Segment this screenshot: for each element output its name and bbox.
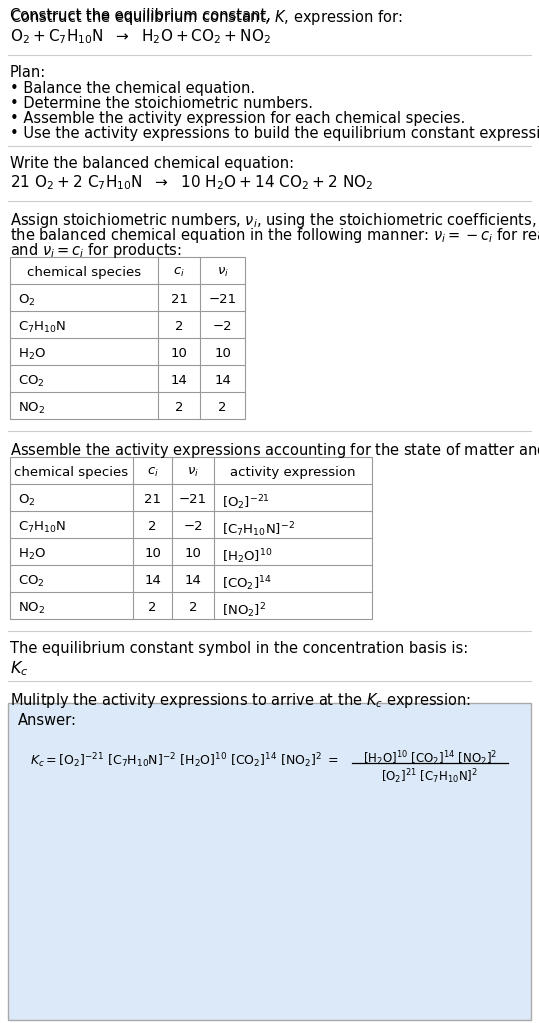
Text: $\mathrm{O_2}$: $\mathrm{O_2}$	[18, 293, 36, 308]
Text: −2: −2	[213, 320, 232, 333]
Bar	[10, 457, 372, 619]
Text: • Determine the stoichiometric numbers.: • Determine the stoichiometric numbers.	[10, 96, 313, 112]
Text: • Assemble the activity expression for each chemical species.: • Assemble the activity expression for e…	[10, 112, 465, 126]
Text: 2: 2	[148, 520, 157, 533]
Bar	[10, 257, 245, 419]
Text: $\mathrm{CO_2}$: $\mathrm{CO_2}$	[18, 374, 45, 389]
Text: $\mathrm{O_2}$: $\mathrm{O_2}$	[18, 493, 36, 508]
Text: Mulitply the activity expressions to arrive at the $K_c$ expression:: Mulitply the activity expressions to arr…	[10, 691, 471, 710]
Text: $[\mathrm{H_2O}]^{10}\ [\mathrm{CO_2}]^{14}\ [\mathrm{NO_2}]^{2}$: $[\mathrm{H_2O}]^{10}\ [\mathrm{CO_2}]^{…	[363, 749, 497, 767]
Text: 2: 2	[175, 320, 183, 333]
Text: $[\mathrm{NO_2}]^{2}$: $[\mathrm{NO_2}]^{2}$	[222, 601, 266, 620]
Text: $\mathregular{21\ O_2 + 2\ C_7H_{10}N}$  $\rightarrow$  $\mathregular{10\ H_2O +: $\mathregular{21\ O_2 + 2\ C_7H_{10}N}$ …	[10, 173, 374, 191]
Text: Construct the equilibrium constant, $K$, expression for:: Construct the equilibrium constant, $K$,…	[10, 8, 403, 27]
Text: $K_c = [\mathrm{O_2}]^{-21}\ [\mathrm{C_7H_{10}N}]^{-2}\ [\mathrm{H_2O}]^{10}\ [: $K_c = [\mathrm{O_2}]^{-21}\ [\mathrm{C_…	[30, 751, 339, 769]
Text: chemical species: chemical species	[15, 466, 129, 479]
Text: 10: 10	[170, 347, 188, 360]
Text: $c_i$: $c_i$	[173, 266, 185, 279]
Text: 10: 10	[144, 547, 161, 560]
Text: activity expression: activity expression	[230, 466, 356, 479]
Text: $[\mathrm{O_2}]^{-21}$: $[\mathrm{O_2}]^{-21}$	[222, 493, 270, 512]
Text: 2: 2	[148, 601, 157, 614]
Text: $\mathrm{C_7H_{10}N}$: $\mathrm{C_7H_{10}N}$	[18, 320, 66, 336]
FancyBboxPatch shape	[8, 703, 531, 1020]
Text: $\mathrm{H_2O}$: $\mathrm{H_2O}$	[18, 347, 46, 362]
Text: Assign stoichiometric numbers, $\nu_i$, using the stoichiometric coefficients, $: Assign stoichiometric numbers, $\nu_i$, …	[10, 211, 539, 230]
Text: $[\mathrm{H_2O}]^{10}$: $[\mathrm{H_2O}]^{10}$	[222, 547, 272, 566]
Text: The equilibrium constant symbol in the concentration basis is:: The equilibrium constant symbol in the c…	[10, 641, 468, 656]
Text: Assemble the activity expressions accounting for the state of matter and $\nu_i$: Assemble the activity expressions accoun…	[10, 441, 539, 460]
Text: Construct the equilibrium constant,: Construct the equilibrium constant,	[10, 8, 275, 23]
Text: 2: 2	[218, 401, 227, 414]
Text: $[\mathrm{O_2}]^{21}\ [\mathrm{C_7H_{10}N}]^{2}$: $[\mathrm{O_2}]^{21}\ [\mathrm{C_7H_{10}…	[382, 767, 479, 786]
Text: $\nu_i$: $\nu_i$	[187, 466, 199, 479]
Text: the balanced chemical equation in the following manner: $\nu_i = -c_i$ for react: the balanced chemical equation in the fo…	[10, 226, 539, 244]
Text: chemical species: chemical species	[27, 266, 141, 279]
Text: $\mathregular{O_2 + C_7H_{10}N}$  $\rightarrow$  $\mathregular{H_2O + CO_2 + NO_: $\mathregular{O_2 + C_7H_{10}N}$ $\right…	[10, 27, 271, 46]
Text: $\mathrm{H_2O}$: $\mathrm{H_2O}$	[18, 547, 46, 562]
Text: and $\nu_i = c_i$ for products:: and $\nu_i = c_i$ for products:	[10, 241, 182, 260]
Text: 14: 14	[214, 374, 231, 387]
Text: $\mathrm{C_7H_{10}N}$: $\mathrm{C_7H_{10}N}$	[18, 520, 66, 535]
Text: 21: 21	[144, 493, 161, 506]
Text: −21: −21	[179, 493, 207, 506]
Text: Plan:: Plan:	[10, 65, 46, 80]
Text: 21: 21	[170, 293, 188, 306]
Text: $\mathrm{NO_2}$: $\mathrm{NO_2}$	[18, 601, 45, 616]
Text: $\nu_i$: $\nu_i$	[217, 266, 229, 279]
Text: Answer:: Answer:	[18, 713, 77, 728]
Text: $c_i$: $c_i$	[147, 466, 158, 479]
Text: 10: 10	[214, 347, 231, 360]
Text: 14: 14	[144, 574, 161, 587]
Text: $\mathrm{NO_2}$: $\mathrm{NO_2}$	[18, 401, 45, 416]
Text: 14: 14	[184, 574, 202, 587]
Text: • Use the activity expressions to build the equilibrium constant expression.: • Use the activity expressions to build …	[10, 126, 539, 141]
Text: 2: 2	[175, 401, 183, 414]
Text: • Balance the chemical equation.: • Balance the chemical equation.	[10, 81, 255, 96]
Text: $[\mathrm{CO_2}]^{14}$: $[\mathrm{CO_2}]^{14}$	[222, 574, 272, 592]
Text: $[\mathrm{C_7H_{10}N}]^{-2}$: $[\mathrm{C_7H_{10}N}]^{-2}$	[222, 520, 295, 539]
Text: $\mathrm{CO_2}$: $\mathrm{CO_2}$	[18, 574, 45, 589]
Text: 10: 10	[184, 547, 202, 560]
Text: $K_c$: $K_c$	[10, 659, 29, 677]
Text: −21: −21	[209, 293, 237, 306]
Text: −2: −2	[183, 520, 203, 533]
Text: 2: 2	[189, 601, 197, 614]
Text: 14: 14	[170, 374, 188, 387]
Text: Write the balanced chemical equation:: Write the balanced chemical equation:	[10, 155, 294, 171]
